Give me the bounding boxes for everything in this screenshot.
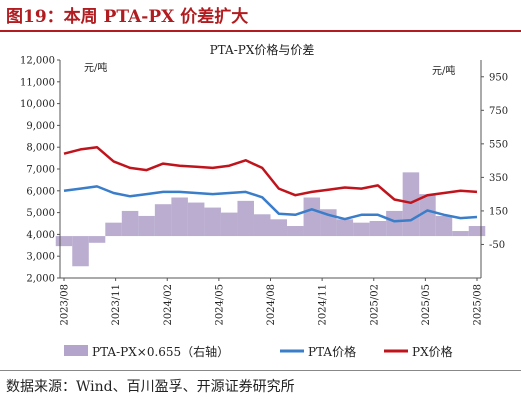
spread-bar-2024/09 — [270, 219, 288, 237]
right-tick-label-950: 950 — [489, 72, 508, 83]
spread-bar-2025/05 — [402, 172, 420, 237]
right-tick-label-550: 550 — [489, 139, 508, 150]
spread-bar-2023/09 — [72, 236, 89, 267]
left-tick-label-8000: 8,000 — [26, 143, 55, 154]
spread-bar-2023/11 — [105, 222, 122, 237]
left-tick-label-5000: 5,000 — [26, 208, 55, 219]
spread-bar-2024/11 — [303, 197, 321, 237]
left-tick-label-12000: 12,000 — [20, 56, 55, 67]
source-note: 数据来源：Wind、百川盈孚、开源证券研究所 — [6, 379, 295, 395]
spread-bar-2024/03 — [171, 197, 188, 237]
spread-bar-2024/01 — [138, 215, 155, 237]
spread-bar-2024/07 — [237, 200, 254, 237]
right-axis-unit: 元/吨 — [432, 64, 455, 77]
left-tick-label-9000: 9,000 — [26, 121, 55, 132]
x-tick-label-2025/05: 2025/05 — [421, 284, 432, 326]
legend-swatch-spread — [64, 345, 88, 356]
left-tick-label-4000: 4,000 — [26, 230, 55, 241]
right-tick-label-750: 750 — [489, 106, 508, 117]
legend-label-pta: PTA价格 — [308, 344, 356, 359]
spread-bar-2025/08 — [452, 231, 469, 237]
x-tick-label-2024/11: 2024/11 — [318, 284, 329, 326]
left-axis-unit: 元/吨 — [84, 61, 107, 74]
plot-area — [55, 145, 486, 267]
legend: PTA-PX×0.655（右轴） PTA价格 PX价格 — [64, 344, 453, 359]
spread-bar-2024/02 — [154, 204, 172, 237]
axes: 12,000 11,000 10,000 9,000 8,000 7,000 6,000 5,… — [20, 56, 508, 326]
left-tick-label-2000: 2,000 — [26, 274, 55, 285]
spread-bar-2023/08 — [55, 236, 73, 247]
spread-bar-2025/07 — [435, 215, 453, 237]
spread-bar-2024/05 — [204, 207, 221, 237]
right-tick-label-350: 350 — [489, 173, 508, 184]
spread-bar-2025/04 — [386, 210, 403, 237]
spread-bar-2024/06 — [220, 212, 238, 237]
left-tick-label-10000: 10,000 — [20, 99, 55, 110]
x-tick-label-2024/05: 2024/05 — [214, 284, 225, 326]
left-tick-label-11000: 11,000 — [20, 77, 55, 88]
legend-label-px: PX价格 — [412, 344, 453, 359]
x-tick-label-2023/11: 2023/11 — [111, 284, 122, 326]
left-tick-label-7000: 7,000 — [26, 165, 55, 176]
spread-bar-2023/12 — [121, 210, 139, 237]
legend-label-spread: PTA-PX×0.655（右轴） — [92, 344, 229, 359]
source-rule — [0, 370, 521, 371]
spread-bar-2025/01 — [336, 219, 354, 237]
spread-bar-2024/08 — [253, 214, 271, 237]
px-line — [63, 145, 478, 205]
spread-bar-2024/04 — [187, 202, 205, 237]
spread-bar-2024/10 — [287, 226, 304, 237]
x-tick-label-2024/02: 2024/02 — [163, 284, 174, 326]
spread-bar-2025/09 — [468, 226, 486, 237]
x-tick-label-2025/02: 2025/02 — [369, 284, 380, 326]
chart-title: PTA-PX价格与价差 — [210, 42, 315, 57]
chart: PTA-PX价格与价差 元/吨 元/吨 12,000 11,000 10,000 9,… — [20, 42, 508, 359]
x-tick-label-2023/08: 2023/08 — [60, 284, 71, 326]
figure-title: 图19：本周 PTA-PX 价差扩大 — [6, 7, 249, 27]
title-underline — [0, 30, 521, 32]
spread-bar-2025/03 — [369, 220, 387, 237]
left-tick-label-3000: 3,000 — [26, 252, 55, 263]
x-tick-label-2025/08: 2025/08 — [473, 284, 484, 326]
right-tick-label-150: 150 — [489, 206, 508, 217]
pta-line — [63, 185, 478, 223]
spread-bar-2023/10 — [88, 236, 106, 243]
x-tick-label-2024/08: 2024/08 — [266, 284, 277, 326]
spread-bar-2025/02 — [353, 222, 370, 237]
spread-bar-2025/06 — [419, 194, 436, 237]
right-tick-label--50: -50 — [489, 240, 505, 251]
left-tick-label-6000: 6,000 — [26, 186, 55, 197]
